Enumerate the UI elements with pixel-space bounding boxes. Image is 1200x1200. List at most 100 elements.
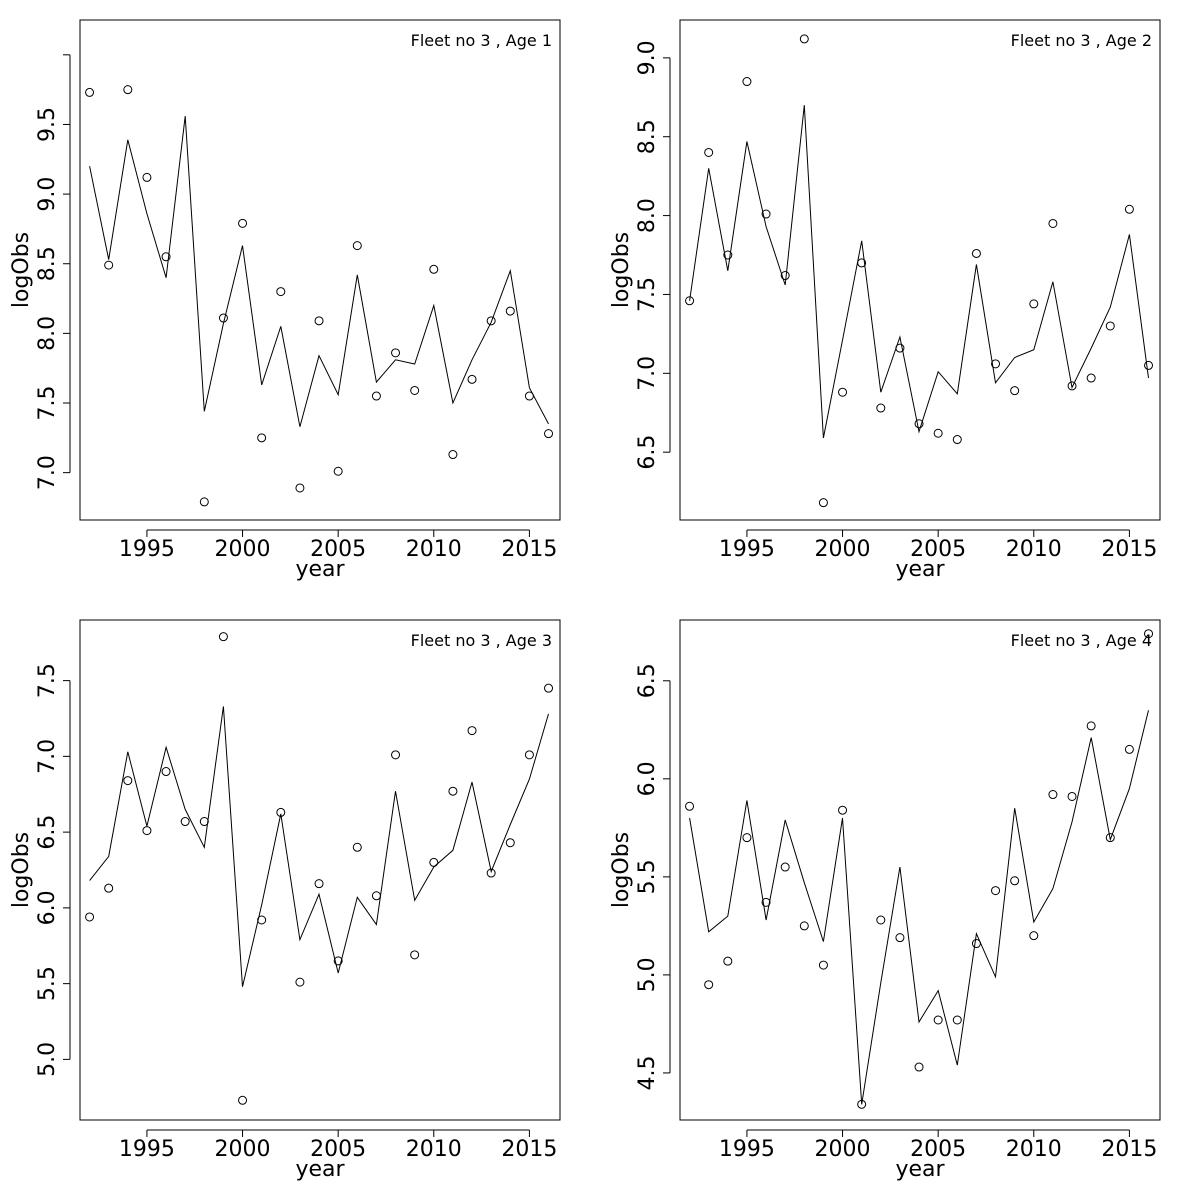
observation-point bbox=[467, 374, 477, 384]
x-axis-label: year bbox=[895, 557, 945, 582]
observation-point bbox=[1144, 360, 1154, 370]
x-tick-label: 2005 bbox=[910, 537, 966, 562]
y-axis-label: logObs bbox=[609, 832, 634, 908]
observation-point bbox=[142, 826, 152, 836]
observation-point bbox=[780, 862, 790, 872]
observation-point bbox=[838, 805, 848, 815]
x-tick-label: 1995 bbox=[719, 537, 775, 562]
y-tick-label: 8.5 bbox=[635, 119, 660, 154]
observation-point bbox=[704, 147, 714, 157]
observation-point bbox=[371, 891, 381, 901]
observation-point bbox=[1048, 790, 1058, 800]
y-tick-label: 7.0 bbox=[35, 455, 60, 490]
observation-point bbox=[818, 960, 828, 970]
x-axis-label: year bbox=[895, 1157, 945, 1182]
y-tick-label: 6.5 bbox=[635, 435, 660, 470]
y-tick-label: 5.5 bbox=[35, 966, 60, 1001]
observation-point bbox=[85, 912, 95, 922]
observation-point bbox=[971, 248, 981, 258]
y-axis-label: logObs bbox=[9, 832, 34, 908]
observation-point bbox=[257, 433, 267, 443]
x-axis-label: year bbox=[295, 557, 345, 582]
observation-point bbox=[1124, 744, 1134, 754]
x-tick-label: 2015 bbox=[1101, 1137, 1157, 1162]
observation-point bbox=[142, 172, 152, 182]
observation-point bbox=[1105, 833, 1115, 843]
observation-point bbox=[486, 316, 496, 326]
plot-frame bbox=[79, 619, 561, 1121]
observation-point bbox=[723, 250, 733, 260]
y-tick-label: 9.5 bbox=[35, 107, 60, 142]
x-tick-label: 2010 bbox=[1006, 1137, 1062, 1162]
observation-point bbox=[742, 77, 752, 87]
chart-panel-2: 1995 2000 2005 2010 2015 6.5 7.0 7.5 8.0 8.5 9.0 Fl… bbox=[609, 19, 1161, 582]
x-tick-label: 2005 bbox=[910, 1137, 966, 1162]
y-tick-label: 7.5 bbox=[635, 277, 660, 312]
panel-title: Fleet no 3 , Age 4 bbox=[1011, 631, 1152, 650]
plot-frame bbox=[79, 19, 561, 521]
observation-point bbox=[914, 419, 924, 429]
observation-point bbox=[238, 218, 248, 228]
observation-point bbox=[991, 359, 1001, 369]
observation-point bbox=[1086, 373, 1096, 383]
plot-frame bbox=[679, 619, 1161, 1121]
observation-point bbox=[914, 1062, 924, 1072]
y-tick-label: 5.0 bbox=[35, 1042, 60, 1077]
x-tick-label: 2015 bbox=[1101, 537, 1157, 562]
observation-point bbox=[780, 271, 790, 281]
observation-point bbox=[371, 391, 381, 401]
observation-point bbox=[1086, 721, 1096, 731]
observation-point bbox=[161, 252, 171, 262]
fitted-line bbox=[689, 105, 1149, 439]
x-tick-label: 2015 bbox=[501, 537, 557, 562]
observation-point bbox=[123, 776, 133, 786]
x-tick-label: 2000 bbox=[815, 537, 871, 562]
observation-point bbox=[1105, 321, 1115, 331]
y-tick-label: 6.0 bbox=[35, 890, 60, 925]
fitted-line bbox=[89, 116, 549, 427]
observation-point bbox=[761, 897, 771, 907]
observation-point bbox=[505, 306, 515, 316]
x-tick-label: 1995 bbox=[119, 537, 175, 562]
y-tick-label: 9.0 bbox=[635, 40, 660, 75]
observation-point bbox=[933, 1015, 943, 1025]
observation-point bbox=[257, 915, 267, 925]
observation-point bbox=[818, 498, 828, 508]
observation-point bbox=[933, 428, 943, 438]
observation-point bbox=[1144, 629, 1154, 639]
y-tick-label: 8.5 bbox=[35, 246, 60, 281]
x-tick-label: 2010 bbox=[406, 1137, 462, 1162]
y-axis-label: logObs bbox=[609, 232, 634, 308]
chart-panel-1: 1995 2000 2005 2010 2015 7.0 7.5 8.0 8.5 9.0 9.5 Fl… bbox=[9, 19, 561, 582]
panel-title: Fleet no 3 , Age 1 bbox=[411, 31, 552, 50]
observation-point bbox=[104, 883, 114, 893]
observation-point bbox=[1010, 386, 1020, 396]
observation-point bbox=[895, 933, 905, 943]
observation-point bbox=[352, 241, 362, 251]
x-tick-label: 2015 bbox=[501, 1137, 557, 1162]
observation-point bbox=[333, 466, 343, 476]
y-tick-label: 9.0 bbox=[35, 177, 60, 212]
y-tick-label: 6.0 bbox=[635, 761, 660, 796]
observation-point bbox=[799, 921, 809, 931]
y-tick-label: 7.5 bbox=[35, 386, 60, 421]
fitted-line bbox=[89, 706, 549, 987]
observation-point bbox=[486, 868, 496, 878]
observation-point bbox=[876, 403, 886, 413]
observation-point bbox=[218, 632, 228, 642]
observation-point bbox=[544, 429, 554, 439]
observation-point bbox=[391, 348, 401, 358]
y-tick-label: 7.5 bbox=[35, 663, 60, 698]
observation-point bbox=[952, 435, 962, 445]
observation-point bbox=[799, 34, 809, 44]
observation-point bbox=[952, 1015, 962, 1025]
observation-point bbox=[104, 260, 114, 270]
x-tick-label: 2000 bbox=[215, 1137, 271, 1162]
observation-point bbox=[238, 1095, 248, 1105]
y-tick-label: 8.0 bbox=[35, 316, 60, 351]
observation-point bbox=[991, 886, 1001, 896]
observation-point bbox=[1029, 931, 1039, 941]
observation-point bbox=[876, 915, 886, 925]
observation-point bbox=[295, 483, 305, 493]
observation-point bbox=[276, 287, 286, 297]
